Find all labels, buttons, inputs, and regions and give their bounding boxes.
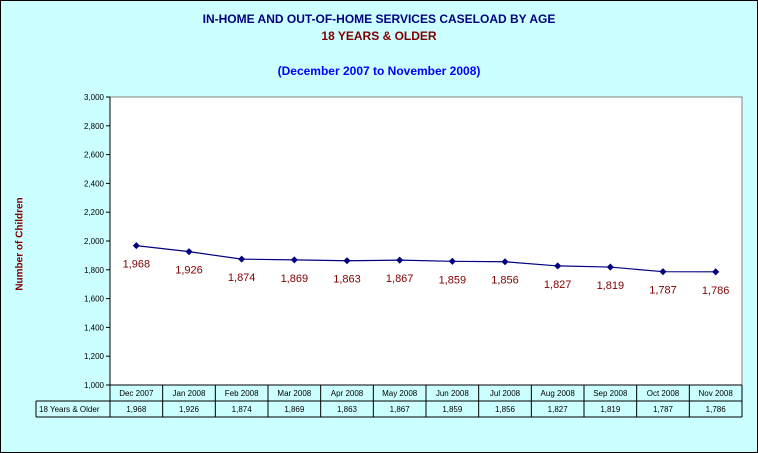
data-point-marker bbox=[659, 268, 667, 276]
table-value: 1,787 bbox=[653, 405, 674, 414]
x-tick-label: Aug 2008 bbox=[541, 389, 576, 398]
data-label: 1,859 bbox=[439, 274, 467, 286]
plot-area bbox=[109, 96, 743, 386]
table-value: 1,874 bbox=[232, 405, 253, 414]
table-series-name: 18 Years & Older bbox=[39, 405, 100, 414]
data-point-marker bbox=[396, 256, 404, 264]
x-tick-label: Jul 2008 bbox=[490, 389, 521, 398]
data-label: 1,827 bbox=[544, 279, 572, 291]
data-label: 1,926 bbox=[175, 265, 203, 277]
data-point-marker bbox=[238, 255, 246, 263]
table-value: 1,968 bbox=[126, 405, 147, 414]
chart-period: (December 2007 to November 2008) bbox=[277, 64, 481, 78]
y-tick-label: 3,000 bbox=[84, 93, 105, 102]
data-point-marker bbox=[290, 256, 298, 264]
chart-subtitle: 18 YEARS & OLDER bbox=[321, 29, 437, 43]
data-point-marker bbox=[501, 258, 509, 266]
x-tick-label: Mar 2008 bbox=[277, 389, 311, 398]
table-value: 1,819 bbox=[600, 405, 621, 414]
y-tick-label: 2,000 bbox=[84, 237, 105, 246]
y-tick-label: 2,400 bbox=[84, 179, 105, 188]
y-tick-label: 2,600 bbox=[84, 151, 105, 160]
data-label: 1,856 bbox=[491, 275, 519, 287]
y-tick-label: 1,200 bbox=[84, 352, 105, 361]
data-point-marker bbox=[554, 262, 562, 270]
data-label: 1,867 bbox=[386, 273, 414, 285]
chart-title: IN-HOME AND OUT-OF-HOME SERVICES CASELOA… bbox=[202, 12, 556, 26]
x-tick-label: Feb 2008 bbox=[225, 389, 259, 398]
series-line bbox=[136, 245, 716, 273]
table-value: 1,867 bbox=[390, 405, 411, 414]
data-label: 1,819 bbox=[597, 280, 625, 292]
table-value: 1,926 bbox=[179, 405, 200, 414]
data-point-marker bbox=[185, 248, 193, 256]
data-label: 1,786 bbox=[702, 285, 730, 297]
y-tick-label: 1,000 bbox=[84, 381, 105, 390]
table-value: 1,827 bbox=[548, 405, 569, 414]
y-tick-label: 1,400 bbox=[84, 323, 105, 332]
data-point-marker bbox=[606, 263, 614, 271]
data-label: 1,863 bbox=[333, 274, 361, 286]
table-value: 1,869 bbox=[284, 405, 305, 414]
table-value: 1,863 bbox=[337, 405, 358, 414]
x-tick-label: Sep 2008 bbox=[593, 389, 628, 398]
data-point-marker bbox=[712, 268, 720, 276]
x-tick-label: May 2008 bbox=[382, 389, 418, 398]
table-value: 1,859 bbox=[442, 405, 463, 414]
data-point-marker bbox=[448, 257, 456, 265]
y-tick-label: 2,200 bbox=[84, 208, 105, 217]
y-tick-label: 1,600 bbox=[84, 295, 105, 304]
data-label: 1,869 bbox=[281, 273, 309, 285]
data-label: 1,968 bbox=[123, 259, 151, 271]
data-label: 1,874 bbox=[228, 272, 256, 284]
data-label: 1,787 bbox=[649, 285, 677, 297]
table-value: 1,856 bbox=[495, 405, 516, 414]
y-tick-label: 1,800 bbox=[84, 266, 105, 275]
y-tick-label: 2,800 bbox=[84, 122, 105, 131]
x-tick-label: Apr 2008 bbox=[331, 389, 364, 398]
data-point-marker bbox=[132, 242, 140, 250]
x-tick-label: Jan 2008 bbox=[173, 389, 206, 398]
x-tick-label: Dec 2007 bbox=[119, 389, 154, 398]
x-tick-label: Oct 2008 bbox=[647, 389, 680, 398]
table-value: 1,786 bbox=[706, 405, 727, 414]
x-tick-label: Nov 2008 bbox=[699, 389, 734, 398]
x-tick-label: Jun 2008 bbox=[436, 389, 469, 398]
data-point-marker bbox=[343, 257, 351, 265]
